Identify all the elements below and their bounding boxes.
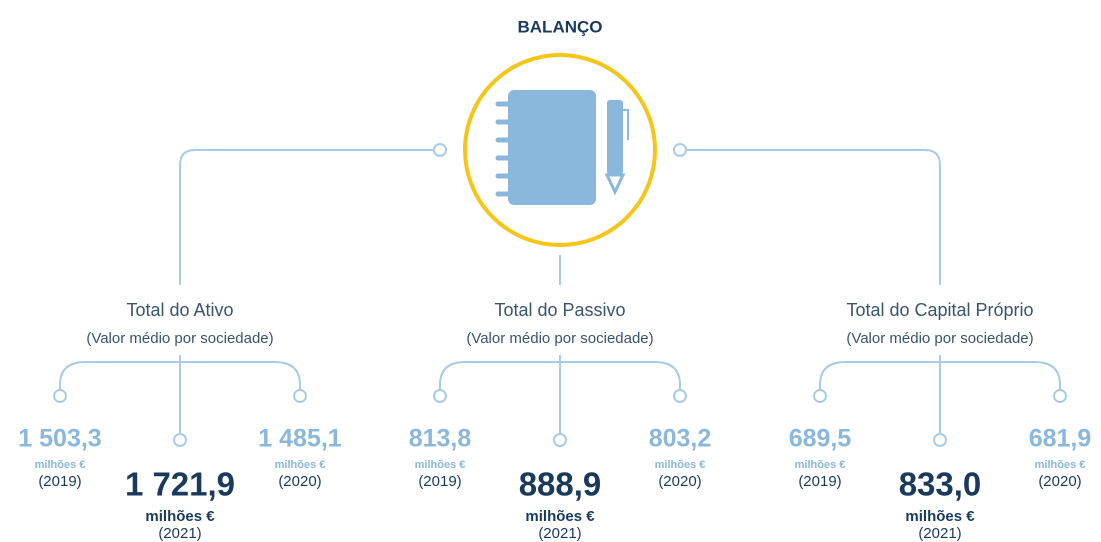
connector-dot bbox=[673, 389, 687, 403]
unit: milhões € bbox=[1035, 459, 1086, 471]
connector-dot bbox=[1053, 389, 1067, 403]
group-sublabel: (Valor médio por sociedade) bbox=[846, 330, 1033, 347]
year: (2020) bbox=[658, 473, 701, 490]
year: (2021) bbox=[538, 525, 581, 542]
value-main: 1 721,9 bbox=[125, 466, 235, 503]
connector-dot bbox=[553, 433, 567, 447]
connector bbox=[179, 149, 440, 285]
group-sublabel: (Valor médio por sociedade) bbox=[86, 330, 273, 347]
connector-dot bbox=[673, 143, 687, 157]
group-label: Total do Passivo bbox=[494, 300, 625, 320]
year: (2021) bbox=[158, 525, 201, 542]
value-main: 833,0 bbox=[899, 466, 982, 503]
title: BALANÇO bbox=[518, 17, 603, 36]
year: (2019) bbox=[418, 473, 461, 490]
value-main: 888,9 bbox=[519, 466, 602, 503]
value: 689,5 bbox=[789, 425, 852, 453]
connector-dot bbox=[293, 389, 307, 403]
connector-dot bbox=[173, 433, 187, 447]
unit: milhões € bbox=[275, 459, 326, 471]
value: 813,8 bbox=[409, 425, 472, 453]
connector bbox=[680, 149, 941, 285]
connector-dot bbox=[53, 389, 67, 403]
unit: milhões € bbox=[905, 508, 975, 525]
value: 681,9 bbox=[1029, 425, 1092, 453]
group-label: Total do Ativo bbox=[126, 300, 233, 320]
year: (2020) bbox=[278, 473, 321, 490]
connector-dot bbox=[813, 389, 827, 403]
unit: milhões € bbox=[525, 508, 595, 525]
unit: milhões € bbox=[415, 459, 466, 471]
unit: milhões € bbox=[795, 459, 846, 471]
unit: milhões € bbox=[35, 459, 86, 471]
year: (2019) bbox=[798, 473, 841, 490]
value: 803,2 bbox=[649, 425, 712, 453]
connector-dot bbox=[433, 389, 447, 403]
notebook-icon bbox=[495, 90, 629, 205]
unit: milhões € bbox=[145, 508, 215, 525]
value: 1 485,1 bbox=[258, 425, 342, 453]
group-label: Total do Capital Próprio bbox=[846, 300, 1033, 320]
year: (2019) bbox=[38, 473, 81, 490]
connector-dot bbox=[933, 433, 947, 447]
unit: milhões € bbox=[655, 459, 706, 471]
value: 1 503,3 bbox=[18, 425, 101, 453]
connector-dot bbox=[433, 143, 447, 157]
year: (2020) bbox=[1038, 473, 1081, 490]
group-sublabel: (Valor médio por sociedade) bbox=[466, 330, 653, 347]
year: (2021) bbox=[918, 525, 961, 542]
